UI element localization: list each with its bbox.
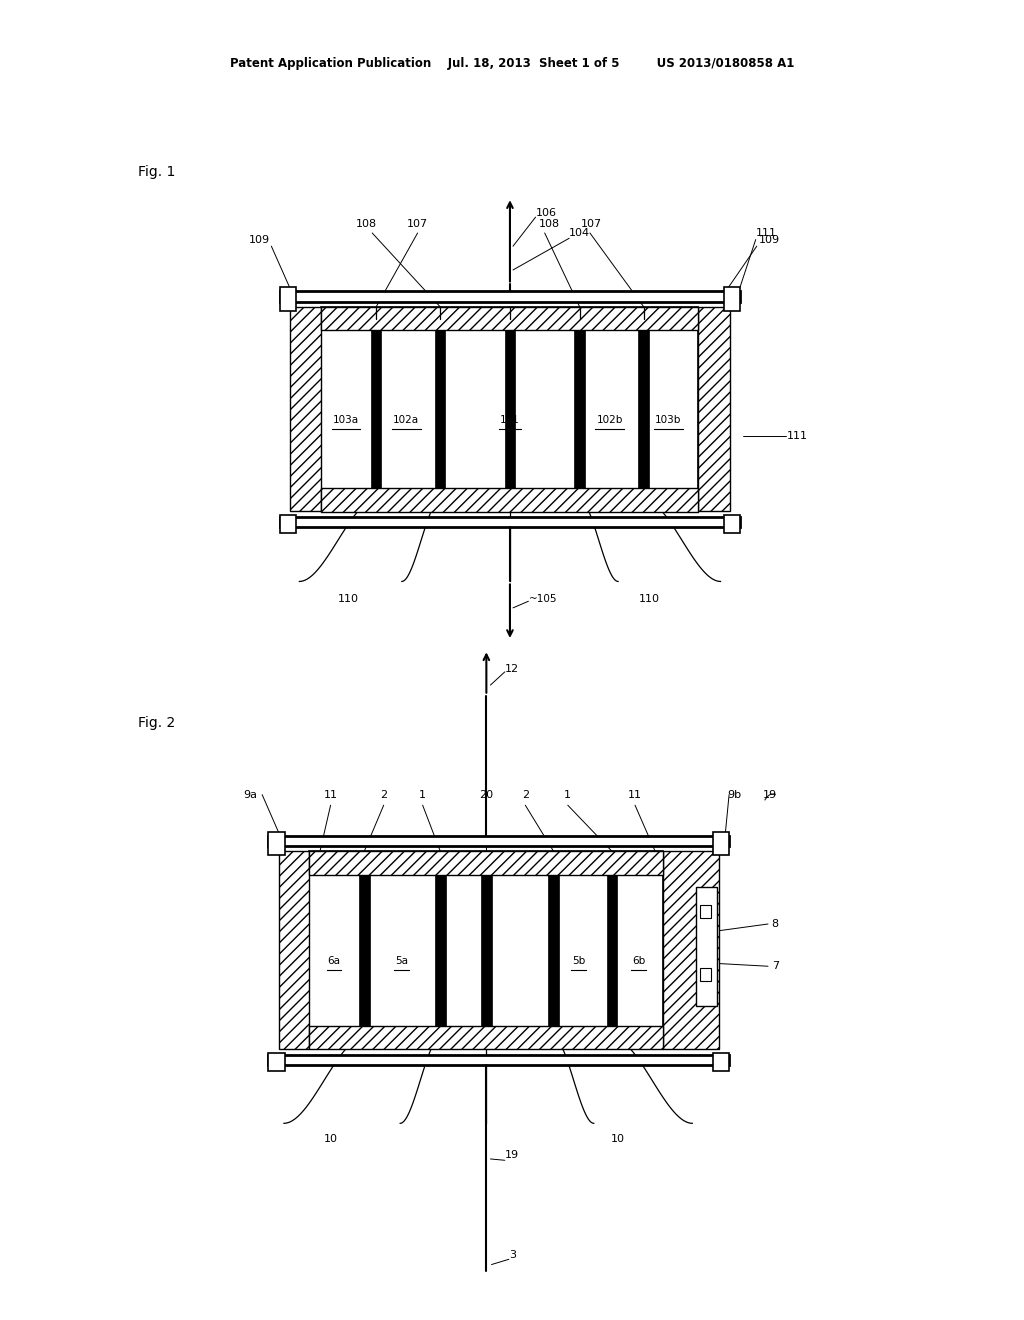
Bar: [639, 330, 649, 488]
Text: 5a: 5a: [395, 956, 408, 966]
Bar: [371, 330, 381, 488]
Text: 103a: 103a: [333, 414, 359, 425]
Bar: [268, 836, 729, 846]
Bar: [280, 516, 296, 533]
Text: 11: 11: [324, 789, 338, 800]
Text: 102b: 102b: [597, 414, 623, 425]
Text: 1: 1: [419, 789, 426, 800]
Bar: [696, 887, 717, 1006]
Bar: [664, 851, 719, 1049]
Bar: [548, 875, 559, 1026]
Text: 19: 19: [763, 789, 777, 800]
Bar: [713, 832, 729, 855]
Text: 10: 10: [610, 1134, 625, 1144]
Bar: [322, 306, 698, 511]
Text: 1: 1: [564, 789, 571, 800]
Text: 20: 20: [479, 789, 494, 800]
Text: 8: 8: [772, 919, 778, 929]
Bar: [700, 906, 711, 919]
Bar: [322, 488, 698, 511]
Text: 111: 111: [756, 228, 777, 238]
Text: Fig. 2: Fig. 2: [138, 717, 175, 730]
Bar: [280, 516, 740, 528]
Text: 11: 11: [628, 789, 642, 800]
Bar: [574, 330, 585, 488]
Bar: [280, 286, 296, 310]
Text: 110: 110: [639, 594, 659, 603]
Bar: [309, 851, 664, 1049]
Bar: [481, 875, 492, 1026]
Bar: [700, 968, 711, 981]
Bar: [279, 851, 309, 1049]
Bar: [268, 1053, 285, 1071]
Bar: [309, 1026, 664, 1049]
Text: 2: 2: [522, 789, 528, 800]
Bar: [713, 1053, 729, 1071]
Text: 106: 106: [536, 209, 557, 218]
Text: 109: 109: [759, 235, 779, 244]
Bar: [268, 1055, 729, 1065]
Bar: [268, 832, 285, 855]
Text: 108: 108: [539, 219, 560, 228]
Text: 12: 12: [505, 664, 519, 675]
Bar: [309, 851, 664, 875]
Bar: [290, 306, 322, 511]
Text: 110: 110: [337, 594, 358, 603]
Bar: [435, 875, 445, 1026]
Text: ~105: ~105: [528, 594, 557, 603]
Text: 9a: 9a: [243, 789, 257, 800]
Bar: [435, 330, 445, 488]
Bar: [505, 330, 515, 488]
Text: 108: 108: [355, 219, 377, 228]
Text: 4: 4: [483, 956, 489, 966]
Text: 107: 107: [581, 219, 602, 228]
Text: 6a: 6a: [328, 956, 341, 966]
Text: 111: 111: [786, 430, 808, 441]
Bar: [280, 290, 740, 302]
Bar: [724, 516, 740, 533]
Bar: [322, 306, 698, 330]
Text: 6b: 6b: [632, 956, 645, 966]
Text: 102a: 102a: [393, 414, 420, 425]
Text: 2: 2: [380, 789, 387, 800]
Text: 109: 109: [249, 235, 269, 244]
Text: Patent Application Publication    Jul. 18, 2013  Sheet 1 of 5         US 2013/01: Patent Application Publication Jul. 18, …: [229, 57, 795, 70]
Text: Fig. 1: Fig. 1: [138, 165, 175, 178]
Text: 3: 3: [509, 1250, 516, 1261]
Text: 104: 104: [569, 228, 590, 238]
Text: 7: 7: [772, 961, 778, 972]
Text: 107: 107: [408, 219, 428, 228]
Bar: [607, 875, 617, 1026]
Text: 10: 10: [324, 1134, 338, 1144]
Bar: [359, 875, 370, 1026]
Text: 9b: 9b: [727, 789, 741, 800]
Text: 5b: 5b: [571, 956, 585, 966]
Text: 103b: 103b: [655, 414, 681, 425]
Bar: [724, 286, 740, 310]
Bar: [698, 306, 730, 511]
Text: 101: 101: [500, 414, 520, 425]
Text: 19: 19: [505, 1150, 519, 1160]
